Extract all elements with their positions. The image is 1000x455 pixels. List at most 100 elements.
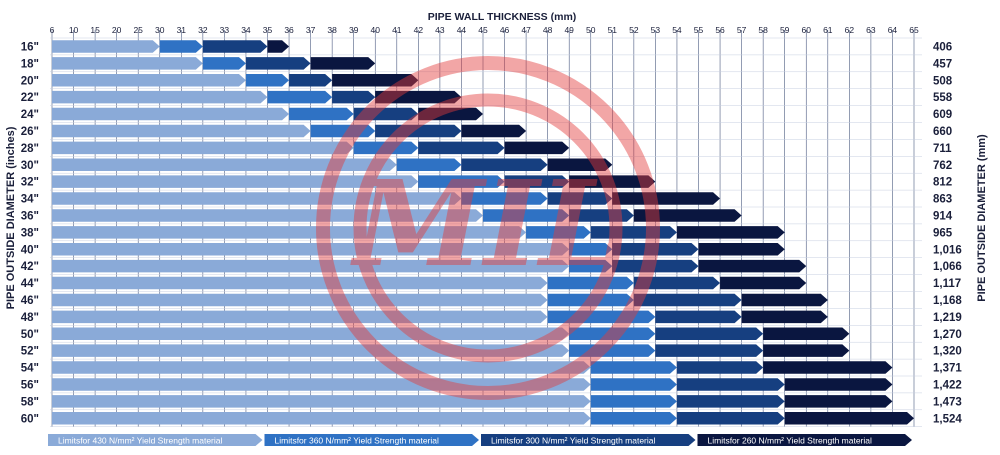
x-tick-label: 35 <box>263 25 273 35</box>
size-inch-label: 16" <box>21 41 39 53</box>
bar-segment-3 <box>676 361 764 374</box>
bar-segment-3 <box>353 107 419 121</box>
bar-segment-3 <box>676 378 785 391</box>
size-mm-label: 660 <box>933 126 952 138</box>
bar-segment-3 <box>655 327 764 340</box>
bar-segment-4 <box>741 310 828 324</box>
size-mm-label: 1,219 <box>933 312 962 324</box>
size-mm-label: 558 <box>933 92 953 104</box>
x-tick-label: 20 <box>112 25 122 35</box>
x-tick-label: 30 <box>155 25 165 35</box>
size-mm-label: 1,473 <box>933 396 962 408</box>
size-inch-label: 18" <box>21 58 39 70</box>
size-mm-label: 1,422 <box>933 379 962 391</box>
x-tick-label: 63 <box>866 25 876 35</box>
bar-segment-4 <box>698 243 785 256</box>
bar-segment-3 <box>676 412 785 425</box>
bar-segment-3 <box>590 226 677 239</box>
y-axis-label-left: PIPE OUTSIDE DIAMETER (inches) <box>5 126 17 309</box>
size-mm-label: 457 <box>933 58 952 70</box>
x-tick-label: 48 <box>543 25 553 35</box>
bar-segment-1 <box>52 378 591 391</box>
size-inch-label: 42" <box>21 261 39 273</box>
bar-segment-2 <box>526 226 591 239</box>
size-inch-label: 20" <box>21 75 39 87</box>
size-mm-label: 1,016 <box>933 244 962 256</box>
x-tick-label: 65 <box>909 25 919 35</box>
x-tick-label: 41 <box>392 25 402 35</box>
bar-segment-1 <box>52 40 160 53</box>
bar-segment-1 <box>52 395 591 408</box>
size-inch-label: 38" <box>21 227 39 239</box>
size-inch-label: 60" <box>21 413 39 425</box>
size-inch-label: 56" <box>21 379 39 391</box>
bar-segment-4 <box>698 259 807 273</box>
bar-segment-3 <box>332 90 376 104</box>
bar-segment-1 <box>52 141 354 155</box>
x-tick-label: 39 <box>349 25 359 35</box>
bar-segment-3 <box>504 175 570 188</box>
x-tick-label: 52 <box>629 25 639 35</box>
size-mm-label: 406 <box>933 41 952 53</box>
bar-segment-1 <box>52 226 527 239</box>
bar-segment-4 <box>267 40 290 53</box>
size-inch-label: 48" <box>21 312 39 324</box>
bar-segment-2 <box>202 57 246 70</box>
bar-segment-1 <box>52 192 462 205</box>
size-mm-label: 863 <box>933 194 952 206</box>
bar-segment-4 <box>633 209 742 222</box>
bar-segment-3 <box>375 124 462 138</box>
x-tick-label: 57 <box>737 25 747 35</box>
size-inch-label: 34" <box>21 194 39 206</box>
x-tick-label: 55 <box>694 25 704 35</box>
x-tick-label: 32 <box>198 25 208 35</box>
bar-segment-3 <box>547 192 613 205</box>
bar-segment-1 <box>52 107 290 121</box>
bar-segment-3 <box>461 158 548 171</box>
bar-segment-2 <box>353 141 419 155</box>
bar-segment-4 <box>784 412 914 425</box>
bar-segment-1 <box>52 175 419 188</box>
bar-segment-4 <box>332 74 419 87</box>
x-tick-label: 61 <box>823 25 833 35</box>
x-tick-label: 62 <box>845 25 855 35</box>
x-tick-label: 43 <box>435 25 445 35</box>
bar-segment-2 <box>310 124 376 138</box>
size-mm-label: 1,371 <box>933 363 962 375</box>
bar-segment-2 <box>569 259 613 273</box>
bar-segment-4 <box>418 107 483 121</box>
legend-label: Limitsfor 260 N/mm² Yield Strength mater… <box>708 436 873 446</box>
size-inch-label: 44" <box>21 278 39 290</box>
x-tick-label: 49 <box>564 25 574 35</box>
stamp-outer-ring <box>316 56 660 400</box>
bar-segment-2 <box>159 40 203 53</box>
bar-segment-1 <box>52 243 570 256</box>
bar-segment-1 <box>52 57 203 70</box>
bar-segment-4 <box>741 293 828 307</box>
bar-segment-2 <box>547 276 634 290</box>
bar-segment-2 <box>289 107 354 121</box>
stamp-inner-ring <box>353 93 623 363</box>
bar-segment-4 <box>720 276 807 290</box>
watermark-stamp: MIL <box>316 56 660 400</box>
bar-segment-3 <box>655 344 764 357</box>
x-tick-label: 46 <box>500 25 510 35</box>
x-tick-label: 47 <box>521 25 531 35</box>
size-inch-label: 28" <box>21 143 39 155</box>
x-tick-label: 50 <box>586 25 596 35</box>
size-mm-label: 1,270 <box>933 329 962 341</box>
size-inch-labels: 16" 18" 20" 22" 24" 26" 28" 30" 32" 34" 36" 38" 40" 4… <box>21 41 39 425</box>
bar-segment-3 <box>202 40 268 53</box>
bar-segment-3 <box>289 74 333 87</box>
bar-segment-2 <box>547 293 634 307</box>
size-inch-label: 54" <box>21 363 39 375</box>
size-inch-label: 36" <box>21 210 39 222</box>
size-inch-label: 26" <box>21 126 39 138</box>
bar-segment-4 <box>676 226 785 239</box>
legend-swatch <box>697 434 912 446</box>
bar-segment-1 <box>52 124 311 138</box>
bar-segment-1 <box>52 412 591 425</box>
bar-segment-4 <box>547 158 613 171</box>
size-inch-label: 46" <box>21 295 39 307</box>
